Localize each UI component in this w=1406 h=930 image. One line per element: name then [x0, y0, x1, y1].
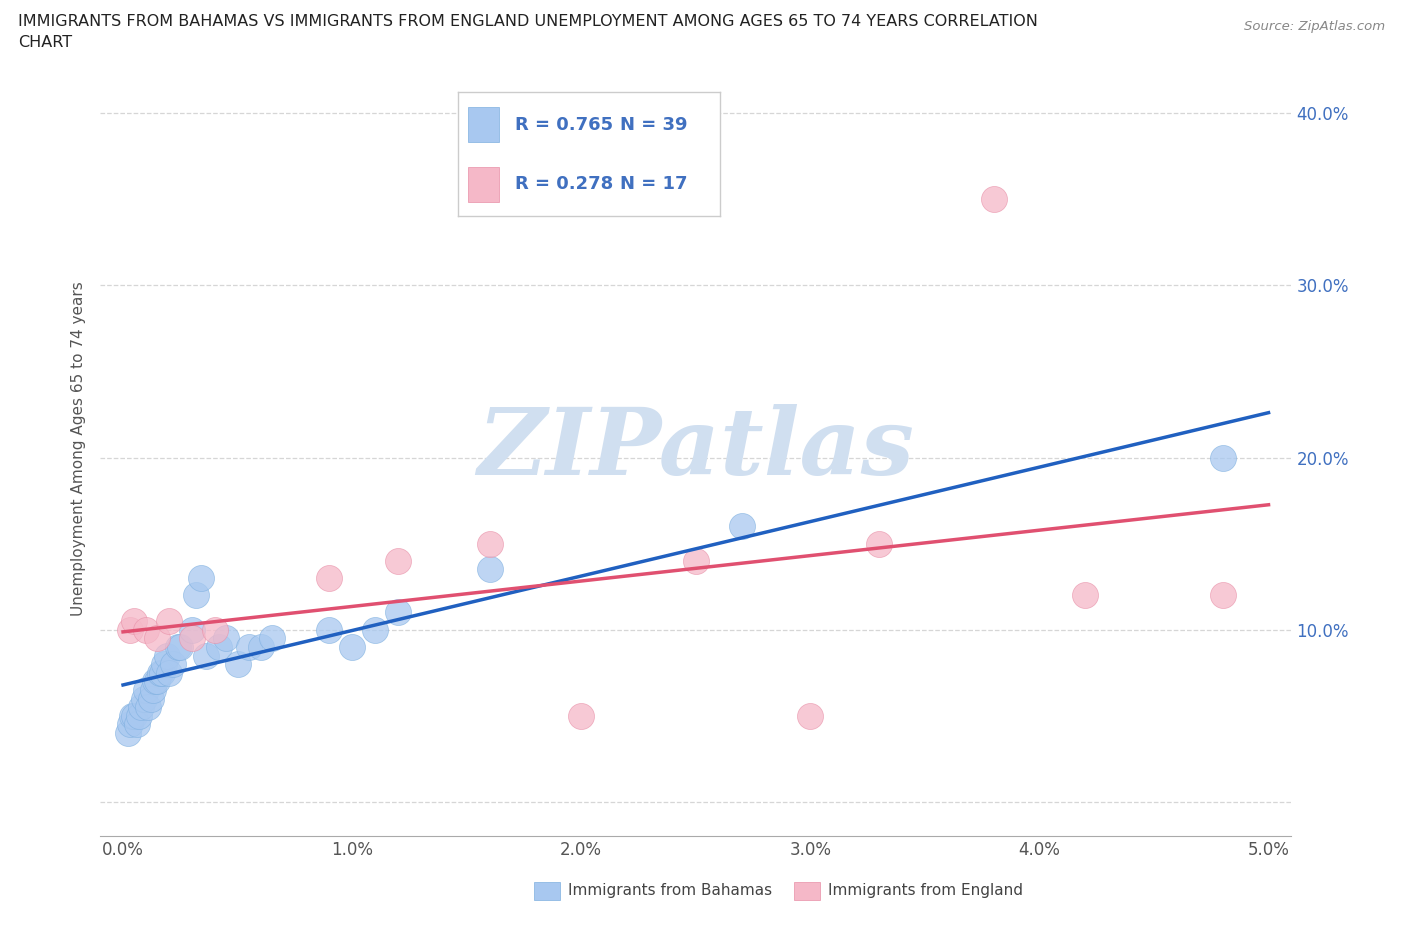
Point: [125, 717, 148, 732]
Point: [260, 631, 283, 645]
Point: [121, 709, 143, 724]
Text: Source: ZipAtlas.com: Source: ZipAtlas.com: [1244, 20, 1385, 33]
Point: [153, 657, 176, 671]
Point: [149, 665, 172, 680]
Point: [162, 657, 184, 671]
Point: [132, 691, 155, 706]
Point: [155, 648, 177, 663]
Point: [118, 717, 141, 732]
Point: [117, 725, 139, 740]
Point: [364, 622, 387, 637]
Point: [150, 665, 173, 680]
Point: [146, 631, 169, 645]
Point: [124, 614, 146, 629]
Point: [142, 683, 165, 698]
Point: [128, 709, 150, 724]
Point: [318, 622, 340, 637]
Point: [139, 691, 162, 706]
Point: [167, 640, 190, 655]
Point: [143, 674, 166, 689]
Point: [194, 648, 217, 663]
Point: [157, 614, 180, 629]
Point: [208, 640, 231, 655]
Point: [340, 640, 363, 655]
Point: [180, 622, 202, 637]
Point: [131, 699, 153, 714]
Text: Immigrants from Bahamas: Immigrants from Bahamas: [568, 884, 772, 898]
Point: [135, 622, 157, 637]
Point: [118, 622, 141, 637]
Point: [983, 192, 1005, 206]
Point: [135, 683, 157, 698]
Text: ZIPatlas: ZIPatlas: [477, 404, 914, 494]
Text: CHART: CHART: [18, 35, 72, 50]
Point: [249, 640, 271, 655]
Point: [180, 631, 202, 645]
Point: [730, 519, 752, 534]
Text: Immigrants from England: Immigrants from England: [828, 884, 1024, 898]
Point: [124, 709, 146, 724]
Point: [146, 674, 169, 689]
Point: [1074, 588, 1097, 603]
Point: [799, 709, 821, 724]
Point: [1212, 450, 1234, 465]
Y-axis label: Unemployment Among Ages 65 to 74 years: Unemployment Among Ages 65 to 74 years: [72, 282, 86, 617]
Point: [685, 553, 707, 568]
Point: [318, 571, 340, 586]
Point: [226, 657, 249, 671]
Point: [186, 588, 208, 603]
Point: [569, 709, 592, 724]
Point: [1212, 588, 1234, 603]
Point: [238, 640, 260, 655]
Point: [157, 665, 180, 680]
Point: [868, 537, 890, 551]
Point: [478, 562, 501, 577]
Point: [215, 631, 238, 645]
Point: [169, 640, 191, 655]
Point: [204, 622, 226, 637]
Point: [478, 537, 501, 551]
Point: [387, 553, 409, 568]
Text: IMMIGRANTS FROM BAHAMAS VS IMMIGRANTS FROM ENGLAND UNEMPLOYMENT AMONG AGES 65 TO: IMMIGRANTS FROM BAHAMAS VS IMMIGRANTS FR…: [18, 14, 1038, 29]
Point: [136, 699, 159, 714]
Point: [387, 605, 409, 620]
Point: [190, 571, 212, 586]
